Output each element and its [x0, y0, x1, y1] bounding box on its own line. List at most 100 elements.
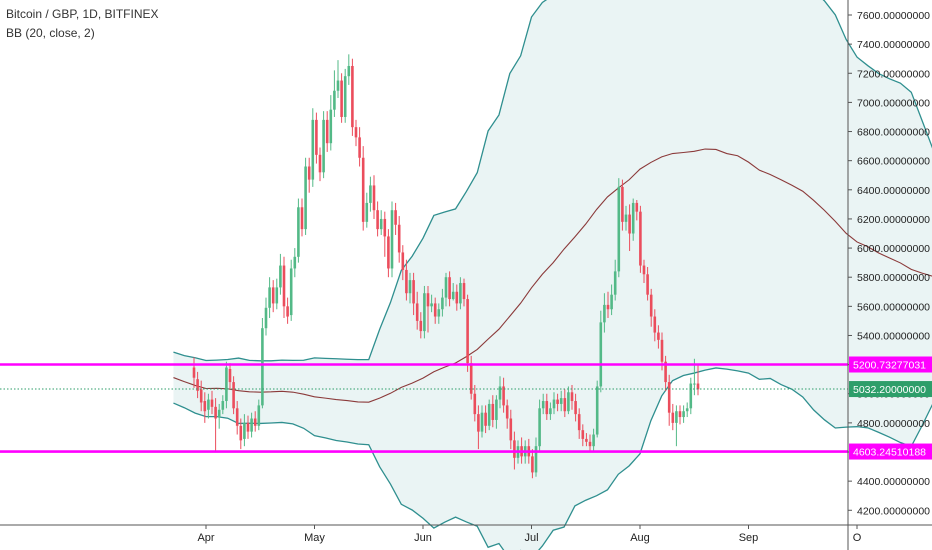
x-tick-label: Sep — [739, 532, 759, 544]
candle-body — [448, 277, 451, 300]
candle-body — [495, 399, 498, 420]
candle-body — [221, 401, 225, 410]
candle-body — [372, 185, 376, 211]
candle-body — [682, 411, 685, 418]
candle-body — [563, 398, 567, 412]
candle-body — [289, 268, 293, 316]
candle-body — [279, 265, 282, 288]
candle-body — [318, 154, 322, 173]
x-tick-label: Jul — [524, 532, 538, 544]
candle-body — [552, 399, 556, 409]
lower-band-line — [173, 367, 932, 550]
candle-body — [664, 361, 667, 383]
candle-body — [624, 214, 628, 222]
candle-body — [603, 304, 606, 323]
candle-body — [304, 166, 307, 230]
y-tick-label: 7600.00000000 — [857, 10, 930, 22]
candle-body — [412, 280, 415, 304]
level-price-tag-bg — [849, 443, 932, 460]
x-tick-label: Jun — [414, 532, 432, 544]
candle-body — [419, 320, 423, 332]
candle-body — [351, 65, 354, 128]
candle-body — [311, 119, 315, 180]
candle-body — [430, 303, 433, 307]
candle-body — [451, 291, 455, 300]
y-tick-label: 5800.00000000 — [857, 272, 930, 284]
candle-body — [423, 293, 426, 332]
candle-body — [261, 328, 264, 406]
candle-body — [585, 438, 588, 442]
candle-body — [631, 202, 635, 234]
candle-body — [376, 210, 379, 230]
candle-body — [466, 299, 469, 364]
candle-body — [678, 411, 682, 418]
candle-body — [667, 382, 671, 413]
candle-body — [315, 119, 318, 155]
candle-body — [286, 306, 289, 317]
candle-body — [689, 383, 693, 409]
candle-body — [617, 186, 621, 272]
candle-body — [613, 271, 617, 295]
candle-body — [203, 401, 207, 412]
candle-body — [567, 392, 570, 412]
y-tick-label: 5400.00000000 — [857, 330, 930, 342]
candle-body — [340, 80, 343, 117]
candle-body — [657, 332, 660, 340]
candle-body — [225, 367, 228, 402]
candle-body — [696, 383, 700, 390]
candle-body — [505, 405, 509, 419]
candle-body — [621, 186, 624, 222]
candle-body — [207, 399, 210, 410]
candle-body — [199, 389, 203, 403]
candle-body — [559, 398, 563, 404]
candle-body — [297, 207, 300, 257]
candle-body — [685, 408, 689, 412]
candle-body — [660, 339, 664, 362]
candle-body — [390, 210, 394, 269]
candle-body — [693, 383, 696, 385]
candle-body — [232, 382, 235, 409]
candle-body — [415, 303, 419, 321]
candle-body — [325, 119, 329, 144]
y-tick-label: 7000.00000000 — [857, 97, 930, 109]
candle-body — [541, 401, 545, 409]
y-tick-label: 6600.00000000 — [857, 156, 930, 168]
candle-body — [246, 422, 250, 432]
candle-body — [408, 280, 412, 294]
x-tick-label: Aug — [630, 532, 650, 544]
candle-body — [459, 283, 462, 304]
candle-body — [307, 166, 311, 180]
candle-body — [369, 185, 372, 203]
y-tick-label: 5600.00000000 — [857, 301, 930, 313]
candle-body — [534, 446, 538, 473]
candle-body — [228, 368, 232, 383]
candle-body — [387, 236, 390, 269]
y-tick-label: 7200.00000000 — [857, 68, 930, 80]
candle-body — [480, 412, 484, 432]
candle-body — [268, 287, 271, 308]
candle-body — [649, 294, 653, 317]
y-tick-label: 6400.00000000 — [857, 185, 930, 197]
bollinger-bands — [173, 0, 932, 550]
candle-body — [599, 322, 603, 387]
candle-body — [196, 379, 199, 391]
candle-body — [606, 304, 610, 310]
last-price-tag-bg — [849, 381, 932, 398]
candle-body — [473, 393, 477, 415]
candle-body — [394, 210, 397, 225]
candle-body — [484, 412, 487, 426]
candle-body — [192, 367, 196, 378]
candle-body — [333, 90, 336, 110]
candle-body — [531, 456, 534, 473]
candle-body — [577, 414, 581, 431]
indicator-label: BB (20, close, 2) — [6, 26, 95, 40]
candle-body — [639, 211, 642, 266]
candle-body — [358, 137, 361, 158]
y-tick-label: 7400.00000000 — [857, 39, 930, 51]
candle-body — [397, 224, 401, 253]
candle-body — [556, 399, 559, 404]
candle-body — [671, 412, 675, 423]
candle-body — [642, 265, 646, 275]
y-tick-label: 4200.00000000 — [857, 505, 930, 517]
